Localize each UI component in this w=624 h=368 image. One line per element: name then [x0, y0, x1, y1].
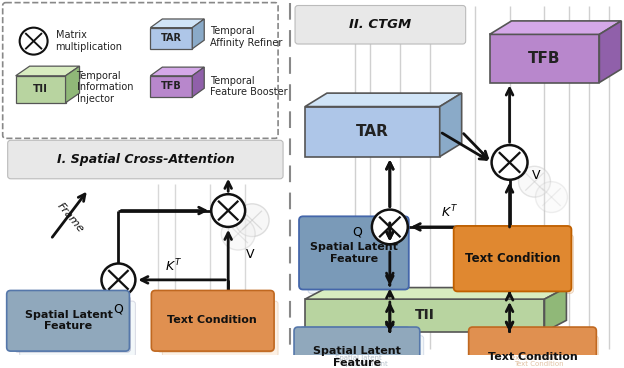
FancyBboxPatch shape	[454, 226, 572, 291]
Text: TAR: TAR	[161, 33, 182, 43]
Circle shape	[372, 210, 408, 244]
Circle shape	[519, 166, 550, 197]
Text: Text Condition: Text Condition	[508, 355, 557, 361]
FancyBboxPatch shape	[19, 301, 135, 357]
Polygon shape	[305, 287, 567, 299]
Text: Text Condition: Text Condition	[514, 361, 563, 367]
Polygon shape	[192, 67, 204, 97]
FancyBboxPatch shape	[10, 291, 125, 347]
Text: Spatial latent: Spatial latent	[341, 361, 388, 367]
FancyBboxPatch shape	[152, 290, 274, 351]
Text: V: V	[246, 248, 255, 261]
FancyBboxPatch shape	[462, 235, 573, 293]
Circle shape	[492, 145, 527, 180]
Text: Spatial Latent: Spatial Latent	[46, 320, 99, 329]
FancyBboxPatch shape	[472, 330, 592, 368]
Polygon shape	[490, 34, 600, 82]
Text: Text Condition: Text Condition	[493, 262, 542, 268]
Text: TII: TII	[415, 308, 435, 322]
Text: Temporal
Affinity Refiner: Temporal Affinity Refiner	[210, 26, 283, 48]
Text: TII: TII	[33, 84, 48, 94]
FancyBboxPatch shape	[297, 330, 417, 368]
Circle shape	[221, 217, 255, 250]
Text: Text Condition: Text Condition	[188, 320, 243, 329]
FancyBboxPatch shape	[14, 296, 130, 352]
Polygon shape	[16, 76, 66, 103]
FancyBboxPatch shape	[299, 216, 409, 290]
FancyBboxPatch shape	[7, 290, 129, 351]
Text: Spatial latent: Spatial latent	[334, 256, 381, 263]
Text: Text Condition: Text Condition	[193, 325, 248, 333]
Polygon shape	[440, 93, 462, 157]
Circle shape	[19, 28, 47, 54]
Text: Spatial Latent
Feature: Spatial Latent Feature	[310, 242, 398, 264]
Text: Q: Q	[114, 302, 124, 315]
FancyBboxPatch shape	[152, 291, 268, 347]
Text: Text Condition: Text Condition	[487, 352, 577, 362]
FancyBboxPatch shape	[308, 334, 412, 355]
Circle shape	[212, 194, 245, 227]
Polygon shape	[16, 66, 79, 76]
FancyBboxPatch shape	[308, 225, 409, 293]
FancyBboxPatch shape	[157, 296, 273, 352]
Text: Spatial latent: Spatial latent	[339, 342, 381, 347]
FancyBboxPatch shape	[300, 327, 410, 352]
Polygon shape	[545, 287, 567, 332]
Text: Spatial Latent
Feature: Spatial Latent Feature	[313, 346, 401, 368]
Polygon shape	[600, 21, 622, 82]
FancyBboxPatch shape	[7, 140, 283, 179]
FancyBboxPatch shape	[2, 3, 278, 138]
Text: Matrix
multiplication: Matrix multiplication	[56, 30, 122, 52]
FancyBboxPatch shape	[303, 329, 407, 350]
Text: Temporal
Information
Injector: Temporal Information Injector	[77, 71, 133, 104]
Circle shape	[535, 182, 567, 212]
FancyBboxPatch shape	[303, 336, 424, 368]
Text: Frame: Frame	[56, 201, 86, 234]
FancyBboxPatch shape	[313, 339, 417, 360]
Text: Spatial latent: Spatial latent	[52, 325, 104, 333]
Text: Text Condition: Text Condition	[465, 252, 560, 265]
Polygon shape	[305, 107, 440, 157]
FancyBboxPatch shape	[295, 6, 466, 44]
Text: TFB: TFB	[161, 81, 182, 91]
Text: TFB: TFB	[529, 51, 561, 66]
Polygon shape	[305, 299, 545, 332]
Text: Temporal
Feature Booster: Temporal Feature Booster	[210, 75, 288, 97]
Polygon shape	[150, 19, 204, 28]
Text: Text Condition: Text Condition	[487, 256, 537, 262]
FancyBboxPatch shape	[162, 301, 278, 357]
Text: Spatial Latent
Feature: Spatial Latent Feature	[24, 309, 112, 331]
Polygon shape	[150, 28, 192, 49]
Text: $K^T$: $K^T$	[165, 258, 182, 275]
FancyBboxPatch shape	[469, 327, 597, 368]
Text: Q: Q	[352, 225, 362, 238]
FancyBboxPatch shape	[457, 229, 567, 287]
Polygon shape	[490, 21, 622, 34]
FancyBboxPatch shape	[302, 219, 403, 287]
Text: Spatial latent: Spatial latent	[344, 347, 386, 352]
Text: Text Condition: Text Condition	[167, 315, 257, 325]
Text: Spatial latent: Spatial latent	[328, 251, 375, 257]
Circle shape	[102, 263, 135, 296]
Text: II. CTGM: II. CTGM	[349, 18, 411, 31]
Text: $K^T$: $K^T$	[441, 204, 458, 221]
Text: TAR: TAR	[356, 124, 389, 139]
Text: I. Spatial Cross-Attention: I. Spatial Cross-Attention	[57, 153, 234, 166]
Polygon shape	[150, 76, 192, 97]
Text: Spatial latent: Spatial latent	[334, 355, 381, 361]
Polygon shape	[305, 93, 462, 107]
FancyBboxPatch shape	[477, 336, 598, 368]
Circle shape	[235, 204, 269, 237]
Text: V: V	[532, 169, 540, 183]
Polygon shape	[192, 19, 204, 49]
Polygon shape	[150, 67, 204, 76]
Polygon shape	[66, 66, 79, 103]
FancyBboxPatch shape	[294, 327, 420, 368]
